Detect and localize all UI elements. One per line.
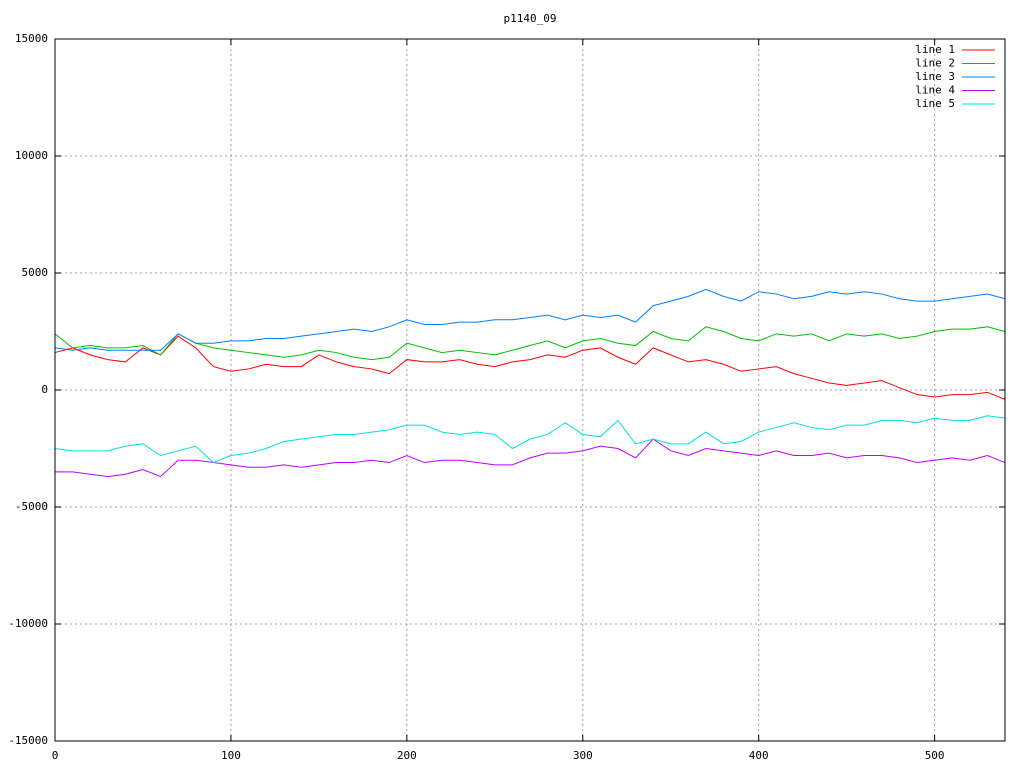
data-line	[54, 335, 1006, 400]
legend-label: line 5	[915, 97, 955, 110]
plot-border	[54, 38, 1006, 742]
x-tick-label: 200	[397, 749, 417, 762]
data-line	[54, 326, 1006, 361]
legend-label: line 3	[915, 70, 955, 83]
x-tick-label: 0	[52, 749, 59, 762]
data-line	[54, 415, 1006, 464]
y-tick-label: 5000	[22, 266, 49, 279]
x-tick-label: 100	[221, 749, 241, 762]
x-tick-label: 400	[749, 749, 769, 762]
data-line	[54, 288, 1006, 351]
y-tick-label: -5000	[15, 500, 48, 513]
legend-label: line 1	[915, 43, 955, 56]
legend-label: line 2	[915, 57, 955, 70]
chart-title: p1140_09	[504, 12, 557, 25]
y-tick-label: -10000	[8, 617, 48, 630]
data-line	[55, 438, 1006, 478]
y-tick-label: 0	[41, 383, 48, 396]
y-tick-label: 15000	[15, 32, 48, 45]
y-tick-label: 10000	[15, 149, 48, 162]
x-tick-label: 500	[925, 749, 945, 762]
y-tick-label: -15000	[8, 734, 48, 747]
legend-label: line 4	[915, 84, 955, 97]
x-tick-label: 300	[573, 749, 593, 762]
